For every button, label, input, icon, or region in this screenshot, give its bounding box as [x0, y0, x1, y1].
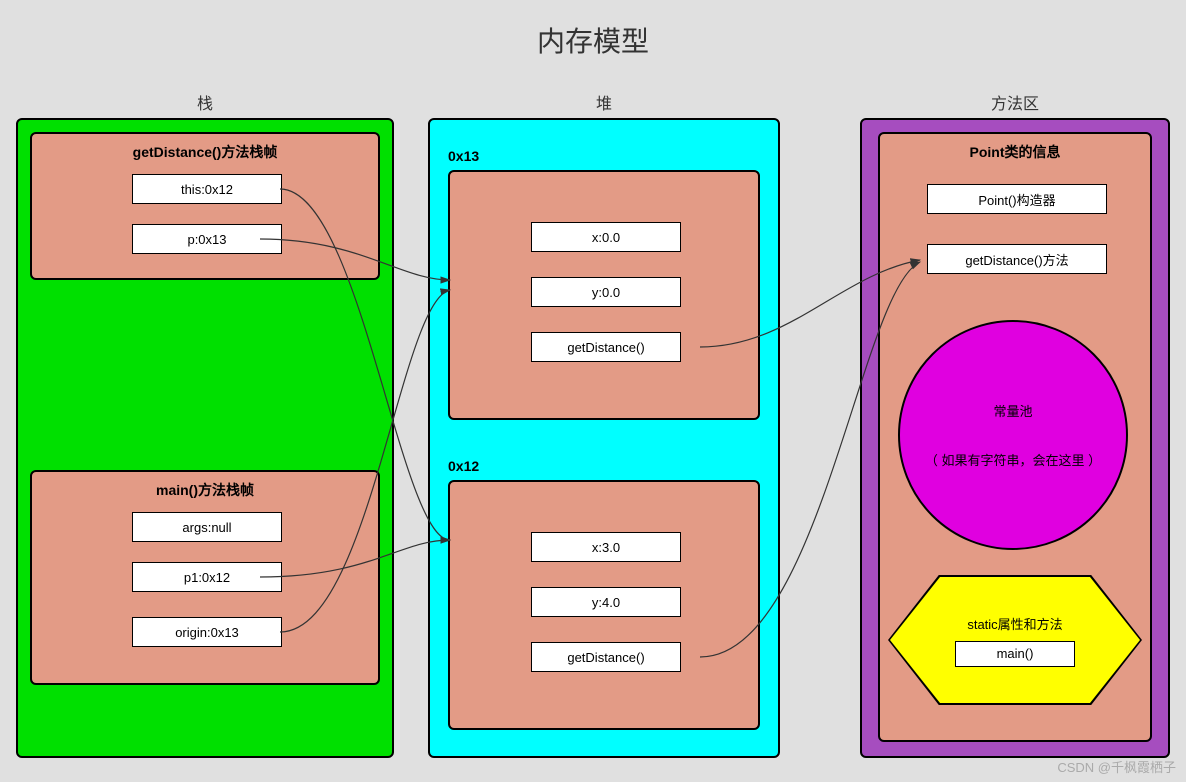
watermark: CSDN @千枫霞栖子 [1057, 757, 1176, 776]
diagram-title: 内存模型 [0, 20, 1186, 60]
cell-p1: p1:0x12 [132, 562, 282, 592]
heap-addr-0x13: 0x13 [448, 148, 479, 164]
cell-origin: origin:0x13 [132, 617, 282, 647]
cell-y: y:4.0 [531, 587, 681, 617]
cell-x: x:3.0 [531, 532, 681, 562]
cell-args: args:null [132, 512, 282, 542]
frame-title: main()方法栈帧 [32, 480, 378, 500]
col-label-heap: 堆 [428, 90, 780, 114]
cell-ctor: Point()构造器 [927, 184, 1107, 214]
cell-gd: getDistance()方法 [927, 244, 1107, 274]
heap-object-0x13: x:0.0 y:0.0 getDistance() [448, 170, 760, 420]
heap-object-0x12: x:3.0 y:4.0 getDistance() [448, 480, 760, 730]
cell-this: this:0x12 [132, 174, 282, 204]
frame-title: getDistance()方法栈帧 [32, 142, 378, 162]
constant-pool: 常量池 （ 如果有字符串，会在这里 ） [898, 320, 1128, 550]
constant-pool-title: 常量池 [993, 401, 1032, 420]
static-hexagon: static属性和方法 main() [888, 575, 1142, 705]
cell-y: y:0.0 [531, 277, 681, 307]
static-title: static属性和方法 [967, 614, 1062, 633]
static-main-cell: main() [955, 641, 1075, 667]
cell-gd: getDistance() [531, 642, 681, 672]
constant-pool-sub: （ 如果有字符串，会在这里 ） [925, 450, 1101, 469]
cell-x: x:0.0 [531, 222, 681, 252]
heap-addr-0x12: 0x12 [448, 458, 479, 474]
frame-title: Point类的信息 [880, 142, 1150, 162]
cell-p: p:0x13 [132, 224, 282, 254]
col-label-stack: 栈 [16, 90, 394, 114]
stack-frame-getdistance: getDistance()方法栈帧 this:0x12 p:0x13 [30, 132, 380, 280]
col-label-method: 方法区 [860, 90, 1170, 114]
cell-gd: getDistance() [531, 332, 681, 362]
stack-frame-main: main()方法栈帧 args:null p1:0x12 origin:0x13 [30, 470, 380, 685]
